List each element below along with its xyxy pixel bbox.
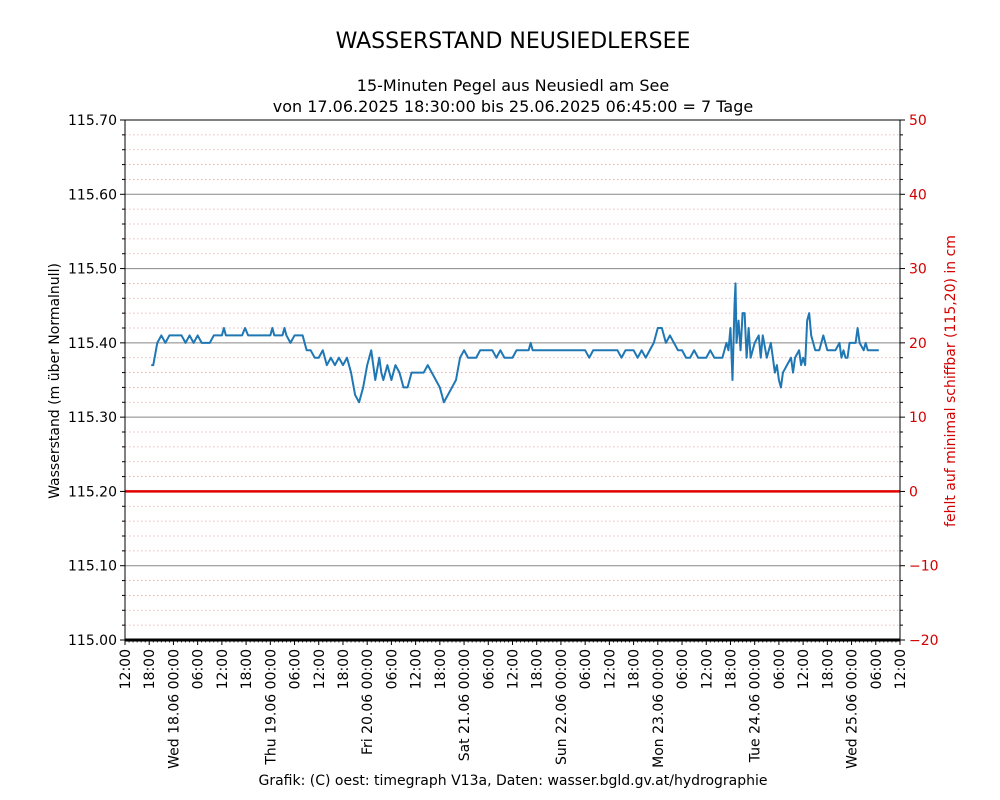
- x-tick-label: 18:00: [820, 649, 836, 689]
- x-tick-label: 18:00: [433, 649, 449, 689]
- y2-tick-label: −20: [909, 633, 939, 649]
- series-layer: [151, 282, 879, 404]
- y2-tick-label: 40: [909, 187, 927, 203]
- x-tick-label: 12:00: [796, 649, 812, 689]
- series-line: [151, 282, 879, 404]
- x-tick-label: 18:00: [336, 649, 352, 689]
- x-tick-label: 06:00: [481, 649, 497, 689]
- x-tick-label: 12:00: [409, 649, 425, 689]
- plot-frame: [124, 119, 901, 641]
- y-tick-label: 115.70: [68, 113, 117, 129]
- x-tick-label: 06:00: [772, 649, 788, 689]
- x-tick-label: Sat 21.06 00:00: [457, 649, 473, 761]
- y2-tick-label: 50: [909, 113, 927, 129]
- y2-tick-label: 20: [909, 336, 927, 352]
- x-tick-label: 06:00: [191, 649, 207, 689]
- x-tick-label: 06:00: [288, 649, 304, 689]
- y-tick-label: 115.60: [68, 187, 117, 203]
- chart-footer: Grafik: (C) oest: timegraph V13a, Daten:…: [258, 773, 767, 789]
- x-tick-label: Fri 20.06 00:00: [360, 649, 376, 755]
- y2-tick-label: 10: [909, 410, 927, 426]
- x-tick-label: 18:00: [723, 649, 739, 689]
- x-tick-label: 12:00: [215, 649, 231, 689]
- x-tick-label: 18:00: [142, 649, 158, 689]
- y-tick-label: 115.50: [68, 262, 117, 278]
- x-tick-label: 12:00: [312, 649, 328, 689]
- x-tick-label: 12:00: [699, 649, 715, 689]
- y-tick-label: 115.00: [68, 633, 117, 649]
- y-tick-label: 115.20: [68, 484, 117, 500]
- chart-subtitle-line-1: 15-Minuten Pegel aus Neusiedl am See: [357, 76, 669, 95]
- y2-tick-label: 30: [909, 262, 927, 278]
- chart-subtitle-line-2: von 17.06.2025 18:30:00 bis 25.06.2025 0…: [273, 97, 753, 116]
- x-tick-label: 06:00: [675, 649, 691, 689]
- axis-layer: 115.00 115.10 115.20 115.30 115.40 115.50 115.…: [68, 113, 939, 769]
- x-tick-label: 12:00: [118, 649, 134, 689]
- x-tick-label: 18:00: [530, 649, 546, 689]
- y-tick-label: 115.40: [68, 336, 117, 352]
- x-tick-label: 06:00: [384, 649, 400, 689]
- grid-layer: [125, 134, 900, 626]
- x-tick-label: 12:00: [893, 649, 909, 689]
- x-tick-label: Wed 18.06 00:00: [166, 649, 182, 769]
- y2-axis-label: fehlt auf minimal schiffbar (115,20) in …: [943, 235, 959, 527]
- y2-tick-label: 0: [909, 484, 918, 500]
- x-tick-label: 06:00: [578, 649, 594, 689]
- x-tick-label: 18:00: [627, 649, 643, 689]
- x-tick-label: Wed 25.06 00:00: [845, 649, 861, 769]
- x-tick-label: Tue 24.06 00:00: [748, 649, 764, 763]
- x-tick-label: 18:00: [239, 649, 255, 689]
- y-tick-label: 115.30: [68, 410, 117, 426]
- x-tick-label: 06:00: [869, 649, 885, 689]
- x-tick-label: Thu 19.06 00:00: [263, 649, 279, 766]
- y-axis-label: Wasserstand (m über Normalnull): [47, 263, 63, 499]
- y2-tick-label: −10: [909, 559, 939, 575]
- x-tick-label: 12:00: [602, 649, 618, 689]
- chart-title: WASSERSTAND NEUSIEDLERSEE: [336, 29, 691, 54]
- x-tick-label: Mon 23.06 00:00: [651, 649, 667, 768]
- y-tick-label: 115.10: [68, 559, 117, 575]
- x-tick-label: 12:00: [506, 649, 522, 689]
- x-tick-label: Sun 22.06 00:00: [554, 649, 570, 765]
